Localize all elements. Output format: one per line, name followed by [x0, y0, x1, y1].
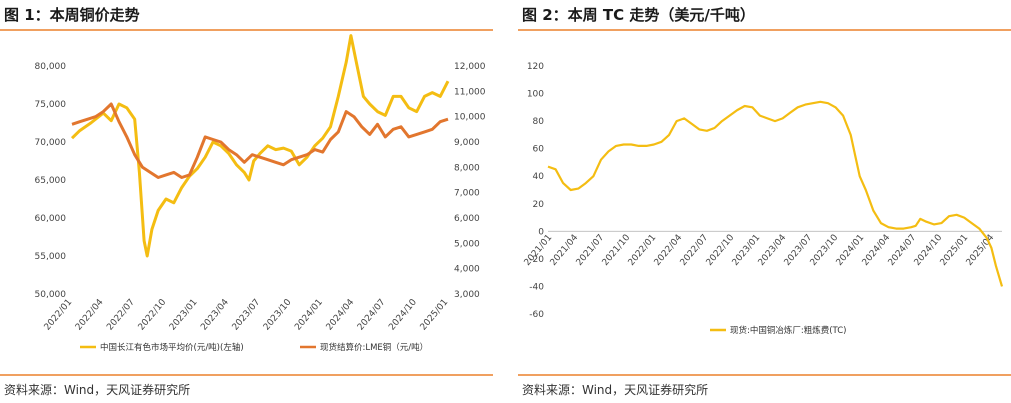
- y-tick-label: 100: [527, 90, 544, 100]
- y-left-tick-label: 55,000: [35, 252, 67, 262]
- y-left-tick-label: 60,000: [35, 214, 67, 224]
- y-right-tick-label: 6,000: [454, 214, 480, 224]
- y-left-tick-label: 50,000: [35, 290, 67, 300]
- y-tick-label: 20: [533, 200, 545, 210]
- figure-2-title: 图 2：本周 TC 走势（美元/千吨）: [522, 6, 755, 24]
- tc-chart: -60-40-200204060801001202021/012021/0420…: [523, 62, 1004, 336]
- x-tick-label: 2023/04: [199, 297, 231, 332]
- x-tick-label: 2022/01: [43, 298, 75, 333]
- y-left-tick-label: 65,000: [35, 176, 67, 186]
- x-tick-label: 2025/01: [419, 298, 451, 333]
- y-tick-label: 80: [533, 117, 545, 127]
- figure-1-top-rule: [0, 29, 493, 31]
- legend-label-tc: 现货:中国铜冶炼厂:粗炼费(TC): [730, 325, 847, 336]
- x-tick-label: 2023/07: [231, 298, 263, 333]
- x-tick-label: 2023/01: [168, 298, 200, 333]
- x-tick-label: 2023/10: [262, 297, 294, 332]
- y-tick-label: 40: [533, 172, 545, 182]
- x-tick-label: 2022/04: [74, 297, 106, 332]
- tc-line: [547, 100, 1004, 287]
- y-right-tick-label: 4,000: [454, 265, 480, 275]
- x-tick-label: 2022/07: [105, 298, 137, 333]
- x-tick-label: 2024/07: [356, 298, 388, 333]
- x-tick-label: 2022/10: [137, 297, 169, 332]
- changjiang-price-line: [70, 34, 450, 258]
- y-left-tick-label: 70,000: [35, 138, 67, 148]
- legend-label-lme: 现货结算价:LME铜（元/吨）: [320, 342, 428, 353]
- figure-1-bottom-rule: [0, 374, 493, 376]
- y-tick-label: -20: [529, 255, 544, 265]
- y-right-tick-label: 12,000: [454, 62, 486, 72]
- legend-label-changjiang: 中国长江有色市场平均价(元/吨)(左轴): [100, 342, 244, 353]
- y-tick-label: 60: [533, 145, 545, 155]
- y-right-tick-label: 9,000: [454, 138, 480, 148]
- y-right-tick-label: 11,000: [454, 87, 486, 97]
- x-tick-label: 2024/04: [325, 297, 357, 332]
- y-right-tick-label: 3,000: [454, 290, 480, 300]
- figure-2-top-rule: [518, 29, 1011, 31]
- y-tick-label: -40: [529, 282, 544, 292]
- y-tick-label: 0: [538, 227, 544, 237]
- x-tick-label: 2024/01: [293, 298, 325, 333]
- figure-2-bottom-rule: [518, 374, 1011, 376]
- y-tick-label: 120: [527, 62, 544, 72]
- y-right-tick-label: 5,000: [454, 239, 480, 249]
- y-left-tick-label: 75,000: [35, 100, 67, 110]
- figure-2-source: 资料来源：Wind，天风证券研究所: [522, 383, 709, 397]
- figure-2-panel: 图 2：本周 TC 走势（美元/千吨） -60 -40 -20 0 20 40 60 80 10…: [518, 0, 1011, 403]
- figure-1-title: 图 1：本周铜价走势: [4, 6, 140, 24]
- x-tick-label: 2024/10: [387, 297, 419, 332]
- y-right-tick-label: 8,000: [454, 163, 480, 173]
- y-tick-label: -60: [529, 310, 544, 320]
- y-right-tick-label: 7,000: [454, 189, 480, 199]
- lme-price-line: [71, 102, 449, 179]
- copper-price-chart: 50,000 55,000 60,000 65,000 70,000 75,000 80,0…: [35, 34, 486, 353]
- y-right-tick-label: 10,000: [454, 113, 486, 123]
- figure-1-panel: 图 1：本周铜价走势 50,000 55,000 60,000 65,000 70,00…: [0, 0, 493, 403]
- figure-1-source: 资料来源：Wind，天风证券研究所: [4, 383, 191, 397]
- y-left-tick-label: 80,000: [35, 62, 67, 72]
